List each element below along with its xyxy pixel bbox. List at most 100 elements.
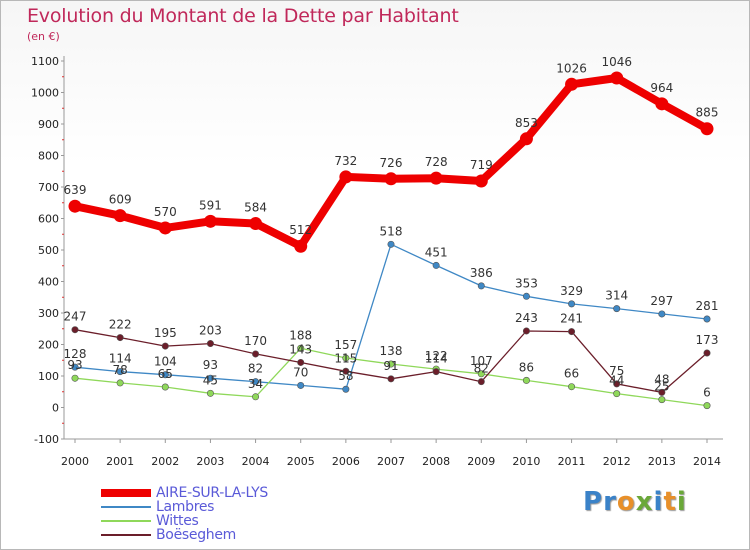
data-point-bo-seghem-2012: [613, 380, 621, 388]
data-point-wittes-2001: [116, 379, 124, 387]
data-label-bo-seghem-2010: 243: [515, 311, 538, 325]
logo-letter: o: [616, 487, 636, 517]
data-label-lambres-2004: 82: [248, 362, 263, 376]
data-point-lambres-2001: [116, 368, 124, 376]
data-point-bo-seghem-2009: [477, 378, 485, 386]
y-tick-label-1100: 1100: [31, 55, 59, 68]
data-label-aire-sur-la-lys-2007: 726: [380, 156, 403, 170]
data-point-aire-sur-la-lys-2003: [203, 214, 217, 228]
logo-letter: t: [663, 487, 677, 517]
data-point-lambres-2000: [71, 363, 79, 371]
logo-letter: r: [603, 487, 617, 517]
data-label-lambres-2003: 93: [203, 358, 218, 372]
data-label-wittes-2014: 6: [703, 386, 711, 400]
data-point-lambres-2004: [252, 378, 260, 386]
x-tick-label-2010: 2010: [512, 455, 540, 468]
data-point-aire-sur-la-lys-2013: [655, 97, 669, 111]
logo-letter: P: [583, 487, 604, 517]
data-point-lambres-2010: [522, 292, 530, 300]
data-point-lambres-2009: [477, 282, 485, 290]
data-point-wittes-2003: [206, 389, 214, 397]
y-tick-label-600: 600: [38, 213, 59, 226]
logo-letter: x: [635, 487, 654, 517]
data-label-lambres-2006: 58: [338, 369, 353, 383]
legend-swatch-wittes: [101, 520, 151, 522]
data-point-lambres-2014: [703, 315, 711, 323]
data-point-aire-sur-la-lys-2001: [113, 209, 127, 223]
data-point-lambres-2006: [342, 385, 350, 393]
data-point-bo-seghem-2008: [432, 368, 440, 376]
y-tick-label-1000: 1000: [31, 87, 59, 100]
data-point-wittes-2012: [613, 390, 621, 398]
data-label-bo-seghem-2013: 48: [654, 372, 669, 386]
data-label-lambres-2008: 451: [425, 245, 448, 259]
data-label-aire-sur-la-lys-2000: 639: [64, 183, 87, 197]
data-label-bo-seghem-2002: 195: [154, 326, 177, 340]
data-label-aire-sur-la-lys-2010: 853: [515, 116, 538, 130]
data-label-aire-sur-la-lys-2002: 570: [154, 205, 177, 219]
data-label-aire-sur-la-lys-2005: 512: [289, 223, 312, 237]
x-tick-label-2009: 2009: [467, 455, 495, 468]
data-point-aire-sur-la-lys-2012: [610, 71, 624, 85]
data-label-wittes-2003: 45: [203, 373, 218, 387]
data-point-bo-seghem-2004: [252, 350, 260, 358]
data-point-wittes-2005: [297, 344, 305, 352]
data-label-lambres-2007: 518: [380, 224, 403, 238]
data-label-lambres-2009: 386: [470, 266, 493, 280]
data-point-bo-seghem-2001: [116, 334, 124, 342]
data-label-lambres-2014: 281: [696, 299, 719, 313]
y-tick-label--100: -100: [34, 433, 59, 446]
data-label-wittes-2013: 25: [654, 380, 669, 394]
x-tick-label-2011: 2011: [558, 455, 586, 468]
data-label-bo-seghem-2000: 247: [64, 310, 87, 324]
x-tick-label-2003: 2003: [196, 455, 224, 468]
data-label-aire-sur-la-lys-2012: 1046: [601, 55, 632, 69]
data-label-aire-sur-la-lys-2001: 609: [109, 193, 132, 207]
y-tick-label-200: 200: [38, 339, 59, 352]
data-point-wittes-2000: [71, 374, 79, 382]
data-point-wittes-2009: [477, 370, 485, 378]
legend-label-wittes: Wittes: [156, 513, 199, 529]
data-label-wittes-2007: 138: [380, 344, 403, 358]
data-point-lambres-2013: [658, 310, 666, 318]
data-point-aire-sur-la-lys-2011: [565, 77, 579, 91]
y-tick-label-0: 0: [52, 402, 59, 415]
data-label-aire-sur-la-lys-2004: 584: [244, 201, 267, 215]
data-label-lambres-2011: 329: [560, 284, 583, 298]
legend-swatch-bo-seghem: [101, 534, 151, 536]
data-point-wittes-2002: [161, 383, 169, 391]
data-point-aire-sur-la-lys-2008: [429, 171, 443, 185]
data-point-aire-sur-la-lys-2005: [294, 239, 308, 253]
legend-label-lambres: Lambres: [156, 499, 215, 515]
data-point-lambres-2011: [568, 300, 576, 308]
x-tick-label-2001: 2001: [106, 455, 134, 468]
data-label-lambres-2002: 104: [154, 355, 177, 369]
data-label-bo-seghem-2008: 114: [425, 352, 448, 366]
data-label-aire-sur-la-lys-2014: 885: [696, 106, 719, 120]
y-tick-label-400: 400: [38, 276, 59, 289]
data-label-aire-sur-la-lys-2008: 728: [425, 155, 448, 169]
data-label-lambres-2012: 314: [605, 289, 628, 303]
data-label-bo-seghem-2011: 241: [560, 312, 583, 326]
chart-title: Evolution du Montant de la Dette par Hab…: [27, 5, 459, 27]
data-label-bo-seghem-2001: 222: [109, 318, 132, 332]
data-label-bo-seghem-2012: 75: [609, 364, 624, 378]
legend-swatch-aire-sur-la-lys: [101, 489, 151, 497]
y-tick-label-900: 900: [38, 118, 59, 131]
data-point-lambres-2003: [206, 374, 214, 382]
y-tick-label-300: 300: [38, 307, 59, 320]
legend-label-aire-sur-la-lys: AIRE-SUR-LA-LYS: [156, 485, 268, 501]
logo-letter: i: [653, 487, 664, 517]
x-tick-label-2000: 2000: [61, 455, 89, 468]
data-label-wittes-2008: 122: [425, 349, 448, 363]
data-label-lambres-2000: 128: [64, 347, 87, 361]
data-label-bo-seghem-2009: 82: [474, 362, 489, 376]
data-label-bo-seghem-2006: 115: [334, 351, 357, 365]
data-label-bo-seghem-2005: 143: [289, 342, 312, 356]
data-label-lambres-2001: 114: [109, 352, 132, 366]
data-label-aire-sur-la-lys-2006: 732: [334, 154, 357, 168]
data-label-bo-seghem-2014: 173: [696, 333, 719, 347]
data-point-wittes-2007: [387, 360, 395, 368]
y-tick-label-700: 700: [38, 181, 59, 194]
